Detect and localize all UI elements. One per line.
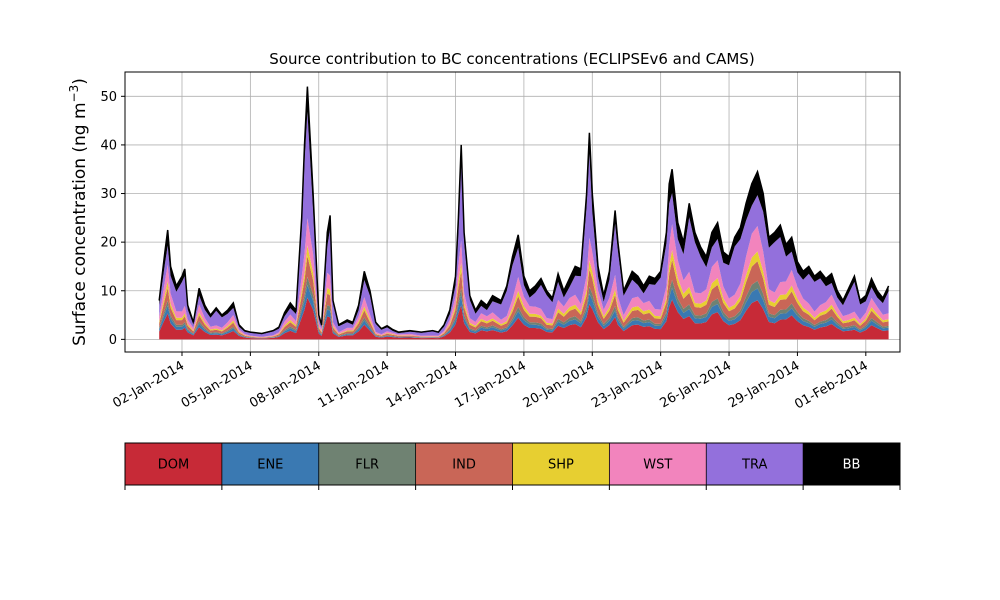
series-area-flr: [159, 276, 889, 339]
y-ticks: 0 10 20 30 40 50: [100, 90, 125, 348]
legend-label-bb: BB: [843, 458, 861, 473]
y-tick-label: 40: [100, 138, 117, 153]
plot-border: [124, 71, 901, 353]
legend-label-flr: FLR: [355, 458, 379, 473]
x-tick-label: 02-Jan-2014: [110, 358, 187, 411]
legend-label-shp: SHP: [548, 458, 574, 473]
legend-label-dom: DOM: [158, 458, 189, 473]
y-axis-label-text: Surface concentration (ng m: [70, 102, 90, 345]
x-tick-label: 23-Jan-2014: [589, 358, 666, 411]
legend-colorbar: DOM ENE FLR IND SHP WST TRA BB: [124, 442, 901, 490]
x-tick-label: 26-Jan-2014: [657, 358, 734, 411]
y-tick-label: 20: [100, 236, 117, 251]
x-tick-label: 17-Jan-2014: [452, 358, 529, 411]
x-tick-label: 05-Jan-2014: [179, 358, 256, 411]
legend-swatch-wst: [609, 443, 707, 485]
legend-label-ind: IND: [452, 458, 476, 473]
legend-label-tra: TRA: [741, 458, 767, 473]
series-area-tra: [159, 111, 889, 337]
legend-swatch-dom: [125, 443, 222, 485]
y-tick-label: 30: [100, 187, 117, 202]
legend-swatch-flr: [318, 443, 416, 485]
series-area-ene: [159, 285, 889, 339]
series-area-shp: [159, 245, 889, 338]
legend-swatch-ene: [221, 443, 319, 485]
legend-swatch-bb: [803, 443, 900, 485]
y-tick-label: 50: [100, 90, 117, 105]
plot-frame: [124, 71, 901, 353]
x-tick-label: 11-Jan-2014: [316, 358, 393, 411]
y-tick-label: 10: [100, 284, 117, 299]
x-tick-label: 14-Jan-2014: [384, 358, 461, 411]
legend-border: [124, 442, 901, 486]
y-axis-label-close: ): [70, 78, 90, 85]
series-area-bb: [159, 86, 889, 335]
x-tick-label: 29-Jan-2014: [726, 358, 803, 411]
legend-swatch-shp: [512, 443, 610, 485]
legend-swatch-ind: [415, 443, 513, 485]
x-tick-label: 20-Jan-2014: [521, 358, 598, 411]
legend-swatch-tra: [706, 443, 804, 485]
series-area-ind: [159, 255, 889, 338]
legend-label-ene: ENE: [257, 458, 283, 473]
y-tick-label: 0: [109, 333, 117, 348]
x-ticks: 02-Jan-201405-Jan-201408-Jan-201411-Jan-…: [110, 352, 871, 412]
series-area-dom: [159, 297, 889, 340]
series-area-wst: [159, 218, 889, 338]
x-tick-label: 08-Jan-2014: [247, 358, 324, 411]
series-areas: [158, 86, 890, 340]
x-tick-label: 01-Feb-2014: [792, 358, 871, 412]
chart-title: Source contribution to BC concentrations…: [269, 50, 754, 68]
total-outline: [158, 86, 890, 335]
legend-label-wst: WST: [643, 458, 672, 473]
y-axis-label-exponent: −3: [67, 85, 81, 103]
y-axis-label: Surface concentration (ng m−3): [67, 78, 90, 346]
